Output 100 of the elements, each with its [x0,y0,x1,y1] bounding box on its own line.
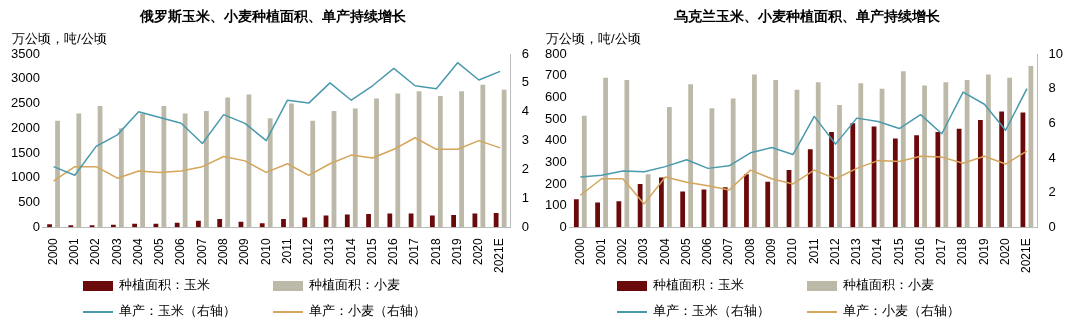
bar [501,89,507,228]
bar [459,91,464,228]
x-tick-label: 2010 [258,237,273,265]
y-tick-label: 0 [559,218,567,234]
x-tick-label: 2017 [934,237,949,265]
bar [267,118,273,228]
bar [616,201,622,228]
y2-tick-label: 6 [521,45,529,61]
chart-title: 乌克兰玉米、小麦种植面积、单产持续增长 [673,8,941,26]
bar [807,149,813,228]
x-tick-label: 2006 [173,237,188,265]
x-tick-label: 2000 [572,237,587,265]
bar [55,120,60,228]
x-tick-label: 2020 [997,237,1012,265]
x-tick-label: 2018 [428,237,443,265]
x-tick-label: 2015 [364,237,379,265]
bar [595,202,600,228]
legend-label: 种植面积：玉米 [653,277,744,292]
x-tick-label: 2013 [849,237,864,265]
bar [259,223,265,228]
y2-tick-label: 4 [521,103,529,119]
x-tick-label: 2009 [764,237,779,265]
x-tick-label: 2004 [657,237,672,265]
bar [943,82,949,228]
bar [161,105,167,228]
x-tick-label: 2007 [721,237,736,265]
bar [289,103,294,228]
bar [999,111,1005,228]
bar [47,224,52,228]
x-tick-label: 2010 [785,237,800,265]
bar [118,128,124,228]
bar [922,85,927,228]
bar [225,97,231,228]
x-tick-label: 2019 [976,237,991,265]
bar [581,115,587,228]
bar [429,215,435,228]
x-tick-label: 2011 [279,237,294,265]
bar [387,213,393,228]
bar [437,96,443,228]
x-tick-label: 2014 [343,237,358,265]
y2-tick-label: 0 [1048,218,1056,234]
bar [659,177,664,228]
bar [366,213,371,228]
bar [914,135,919,228]
bar [744,174,749,228]
bar [395,93,401,228]
bar [935,131,941,228]
bar [815,82,821,228]
legend-label: 种植面积：玉米 [119,277,210,292]
bar [978,120,983,228]
bar [730,98,736,228]
bar [344,214,350,228]
legend-label: 种植面积：小麦 [843,277,934,292]
x-tick-label: 2015 [891,237,906,265]
bar [472,213,478,228]
x-tick-label: 2001 [67,237,82,265]
bar [493,212,499,228]
x-tick-label: 2013 [322,237,337,265]
x-tick-label: 2019 [449,237,464,265]
y2-tick-label: 1 [521,190,529,205]
y2-tick-label: 8 [1048,80,1056,96]
y-tick-label: 1500 [11,144,40,160]
bar [645,174,651,228]
y-tick-label: 300 [544,153,567,169]
x-tick-label: 2016 [912,237,927,265]
y2-tick-label: 5 [521,74,529,90]
bar [374,98,379,228]
y-tick-label: 600 [544,88,567,104]
y-axis-title: 万公顷，吨/公顷 [12,31,107,47]
bar [850,123,856,228]
x-tick-label: 2003 [109,237,124,265]
y2-tick-label: 6 [1048,114,1056,130]
bar [624,80,630,228]
x-tick-label: 2021E [492,238,507,273]
bar [858,83,864,228]
x-tick-label: 2011 [806,237,821,265]
x-tick-label: 2012 [301,237,316,265]
x-tick-label: 2002 [615,237,630,265]
y-tick-label: 700 [544,67,567,83]
y-tick-label: 3000 [11,70,40,86]
bar [666,107,672,228]
bar [451,214,457,228]
x-tick-label: 2004 [130,237,145,265]
y-tick-label: 500 [18,194,40,210]
y2-tick-label: 4 [1048,149,1056,165]
bar [573,199,579,228]
bar [204,110,209,228]
bar [76,113,82,228]
y-tick-label: 800 [544,45,567,61]
bar [773,80,779,228]
bar [1007,77,1013,228]
bar [352,108,358,228]
y2-tick-label: 2 [1048,184,1056,200]
bar [892,138,898,228]
x-tick-label: 2016 [386,237,401,265]
bar [174,222,180,228]
bar [722,187,728,228]
bar [637,183,643,228]
x-tick-label: 2014 [870,237,885,265]
x-tick-label: 2021E [1019,238,1034,273]
